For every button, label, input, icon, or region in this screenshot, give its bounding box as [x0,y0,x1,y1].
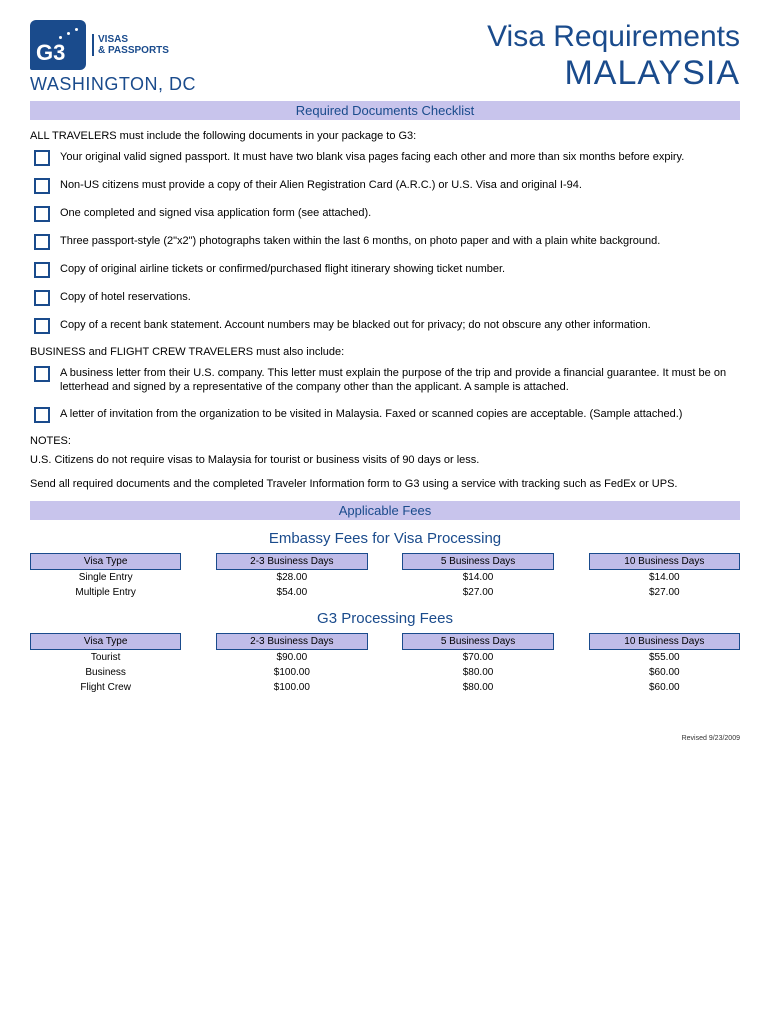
checkbox-icon[interactable] [34,366,50,382]
check-item: A business letter from their U.S. compan… [30,366,740,395]
check-item: Copy of hotel reservations. [30,290,740,306]
table-header-row: Visa Type 2-3 Business Days 5 Business D… [30,553,740,570]
location-text: WASHINGTON, DC [30,74,196,95]
g3-fees-table: Visa Type 2-3 Business Days 5 Business D… [30,633,740,695]
footer-revised: Revised 9/23/2009 [30,735,740,742]
cell: $28.00 [216,570,367,585]
check-text: Three passport-style (2"x2") photographs… [60,234,740,248]
note-line: U.S. Citizens do not require visas to Ma… [30,453,740,467]
logo-tag2: & PASSPORTS [98,45,169,56]
checkbox-icon[interactable] [34,206,50,222]
checkbox-icon[interactable] [34,234,50,250]
intro-all-travelers: ALL TRAVELERS must include the following… [30,130,740,142]
table-row: Flight Crew $100.00 $80.00 $60.00 [30,680,740,695]
table-row: Single Entry $28.00 $14.00 $14.00 [30,570,740,585]
note-line: Send all required documents and the comp… [30,477,740,491]
col-header: 10 Business Days [589,553,740,570]
title-country: MALAYSIA [487,54,740,93]
cell: Flight Crew [30,680,181,695]
check-text: Copy of original airline tickets or conf… [60,262,740,276]
check-item: Copy of original airline tickets or conf… [30,262,740,278]
check-text: Your original valid signed passport. It … [60,150,740,164]
cell: $80.00 [402,680,553,695]
cell: $27.00 [589,585,740,600]
title-block: Visa Requirements MALAYSIA [487,20,740,93]
table-row: Business $100.00 $80.00 $60.00 [30,665,740,680]
check-text: One completed and signed visa applicatio… [60,206,740,220]
cell: $27.00 [402,585,553,600]
cell: $60.00 [589,680,740,695]
check-item: One completed and signed visa applicatio… [30,206,740,222]
table-row: Multiple Entry $54.00 $27.00 $27.00 [30,585,740,600]
notes-heading: NOTES: [30,435,740,447]
cell: Business [30,665,181,680]
cell: $100.00 [216,680,367,695]
check-item: Non-US citizens must provide a copy of t… [30,178,740,194]
check-text: Copy of a recent bank statement. Account… [60,318,740,332]
col-header: 2-3 Business Days [216,553,367,570]
g3-fees-title: G3 Processing Fees [30,610,740,627]
cell: $100.00 [216,665,367,680]
check-item: Your original valid signed passport. It … [30,150,740,166]
logo-tag1: VISAS [98,34,169,45]
check-text: Non-US citizens must provide a copy of t… [60,178,740,192]
checkbox-icon[interactable] [34,262,50,278]
logo-tagline: VISAS & PASSPORTS [92,34,169,56]
check-item: A letter of invitation from the organiza… [30,407,740,423]
checkbox-icon[interactable] [34,178,50,194]
col-header: 5 Business Days [402,633,553,650]
check-text: Copy of hotel reservations. [60,290,740,304]
check-text: A business letter from their U.S. compan… [60,366,740,395]
checkbox-icon[interactable] [34,318,50,334]
check-item: Copy of a recent bank statement. Account… [30,318,740,334]
embassy-fees-title: Embassy Fees for Visa Processing [30,530,740,547]
cell: Multiple Entry [30,585,181,600]
checkbox-icon[interactable] [34,150,50,166]
col-header: Visa Type [30,633,181,650]
table-row: Tourist $90.00 $70.00 $55.00 [30,650,740,665]
cell: $70.00 [402,650,553,665]
checkbox-icon[interactable] [34,407,50,423]
section-fees-bar: Applicable Fees [30,501,740,520]
cell: Tourist [30,650,181,665]
col-header: Visa Type [30,553,181,570]
cell: $14.00 [589,570,740,585]
cell: $60.00 [589,665,740,680]
logo-block: G3 VISAS & PASSPORTS WASHINGTON, DC [30,20,196,95]
cell: $14.00 [402,570,553,585]
cell: $55.00 [589,650,740,665]
col-header: 2-3 Business Days [216,633,367,650]
table-header-row: Visa Type 2-3 Business Days 5 Business D… [30,633,740,650]
intro-business: BUSINESS and FLIGHT CREW TRAVELERS must … [30,346,740,358]
cell: $90.00 [216,650,367,665]
check-item: Three passport-style (2"x2") photographs… [30,234,740,250]
section-checklist-bar: Required Documents Checklist [30,101,740,120]
cell: Single Entry [30,570,181,585]
col-header: 10 Business Days [589,633,740,650]
check-text: A letter of invitation from the organiza… [60,407,740,421]
header: G3 VISAS & PASSPORTS WASHINGTON, DC Visa… [30,20,740,95]
g3-logo-icon: G3 [30,20,86,70]
cell: $54.00 [216,585,367,600]
cell: $80.00 [402,665,553,680]
col-header: 5 Business Days [402,553,553,570]
checkbox-icon[interactable] [34,290,50,306]
title-line1: Visa Requirements [487,20,740,54]
embassy-fees-table: Visa Type 2-3 Business Days 5 Business D… [30,553,740,600]
